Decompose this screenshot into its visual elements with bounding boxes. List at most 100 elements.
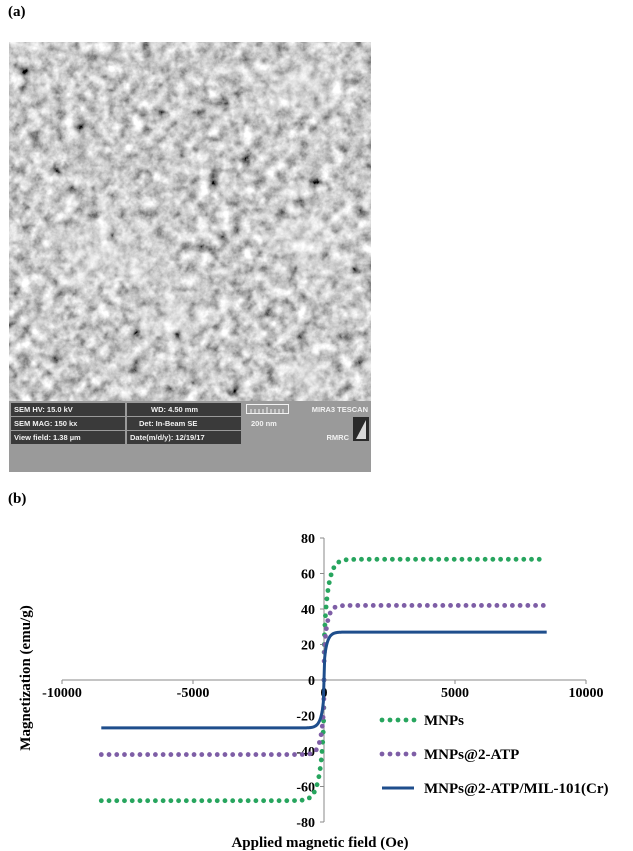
series-point (114, 798, 120, 804)
series-point (176, 798, 181, 804)
series-point (374, 556, 380, 562)
series-point (199, 752, 205, 757)
series-point (436, 556, 442, 562)
series-point (513, 556, 519, 562)
series-point (420, 556, 426, 562)
series-point (176, 752, 181, 757)
series-point (284, 752, 290, 757)
series-point (106, 798, 112, 804)
series-point (405, 556, 411, 562)
series-point (533, 603, 538, 608)
legend-swatch-dot (395, 717, 401, 723)
series-point (517, 603, 523, 608)
series-point (145, 798, 151, 804)
series-point (299, 797, 305, 803)
series-point (347, 603, 353, 608)
sem-hv: SEM HV: 15.0 kV (11, 403, 125, 416)
series-point (238, 752, 243, 757)
series-point (471, 603, 477, 608)
sem-logo (353, 417, 369, 441)
series-point (230, 752, 236, 757)
series-point (428, 556, 434, 562)
series-point (413, 556, 418, 562)
scale-bar-icon (246, 404, 289, 414)
series-point (214, 798, 220, 804)
series-point (168, 798, 174, 804)
series-point (191, 752, 197, 757)
series-point (326, 580, 332, 586)
series-point (331, 565, 337, 571)
legend-swatch-dot (379, 717, 385, 723)
legend-swatch-dot (395, 751, 401, 757)
legend-swatch-dot (387, 751, 393, 757)
series-point (284, 798, 290, 804)
series-point (191, 798, 197, 804)
series-point (268, 752, 274, 757)
panel-label-b: (b) (8, 491, 27, 507)
series-point (292, 798, 297, 804)
tescan-logo-icon (353, 417, 369, 441)
series-point (137, 798, 143, 804)
series-point (321, 718, 327, 724)
series-point (183, 752, 189, 757)
series-point (440, 603, 446, 608)
series-point (214, 752, 220, 757)
scale-bar-graphic (243, 403, 291, 416)
series-point (222, 752, 228, 757)
sem-detector: Det: In-Beam SE (127, 417, 241, 430)
series-point (378, 603, 384, 608)
magnetization-chart: -10000 -5000 0 5000 10000-80-60-40-200204060… (18, 532, 608, 851)
series-point (316, 774, 322, 780)
series-line (101, 630, 547, 730)
series-point (455, 603, 461, 608)
series-point (299, 752, 305, 757)
series-point (494, 603, 500, 608)
series-point (323, 613, 328, 619)
series-point (394, 603, 399, 608)
series-point (444, 556, 449, 562)
legend-swatch-dot (387, 717, 393, 723)
series-point (317, 740, 322, 745)
y-tick-label: 40 (301, 603, 315, 618)
series-point (314, 782, 320, 788)
series-point (307, 751, 313, 757)
series-point (313, 747, 319, 753)
series-point (366, 556, 372, 562)
series-point (98, 752, 104, 757)
y-axis-label: Magnetization (emu/g) (18, 605, 34, 750)
series-point (261, 752, 267, 757)
y-tick-label: -20 (296, 710, 315, 725)
series-point (529, 556, 534, 562)
series-point (386, 603, 392, 608)
series-point (479, 603, 484, 608)
series-point (207, 798, 212, 804)
series-point (498, 556, 503, 562)
series-point (486, 603, 492, 608)
series-point (160, 798, 166, 804)
series-point (318, 732, 324, 738)
series-point (328, 572, 334, 578)
legend-swatch-dot (411, 717, 417, 723)
series-point (160, 752, 166, 757)
series-point (323, 626, 329, 632)
series-point (401, 603, 407, 608)
x-tick-label: 10000 (569, 686, 604, 701)
series-point (114, 752, 120, 757)
series-point (137, 752, 143, 757)
y-tick-label: 0 (308, 674, 315, 689)
series-point (525, 603, 531, 608)
y-tick-label: -40 (296, 745, 315, 760)
series-point (276, 752, 282, 757)
series-point (276, 798, 282, 804)
series-point (536, 556, 542, 562)
series-point (424, 603, 430, 608)
series-point (355, 603, 361, 608)
series-point (540, 603, 546, 608)
series-point (319, 723, 325, 729)
series-point (292, 752, 297, 757)
series-point (370, 603, 376, 608)
y-tick-label: 60 (301, 568, 315, 583)
y-tick-label: -60 (296, 781, 315, 796)
legend-swatch-dot (379, 751, 385, 757)
series-point (122, 752, 127, 757)
